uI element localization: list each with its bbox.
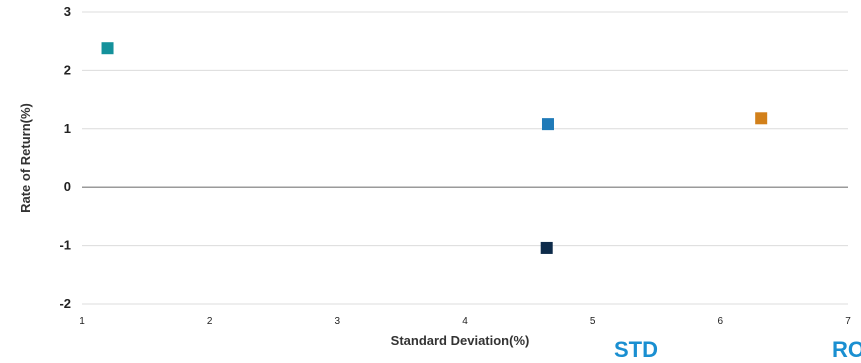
- y-axis-title: Rate of Return(%): [18, 103, 33, 213]
- scatter-point: [541, 118, 554, 131]
- y-tick-label: 3: [64, 4, 71, 19]
- x-tick-label: 7: [845, 316, 851, 327]
- x-tick-label: 6: [718, 316, 724, 327]
- y-tick-label: -2: [59, 296, 71, 311]
- data-points: [101, 42, 768, 254]
- y-tick-label: 1: [64, 121, 71, 136]
- scatter-point: [540, 241, 553, 254]
- x-tick-label: 3: [335, 316, 341, 327]
- y-tick-label: 0: [64, 179, 71, 194]
- x-tick-label: 4: [462, 316, 468, 327]
- scatter-chart: 3 2 1 0 -1 -2 1 2 3 4 5 6 7 Standard Deviation(%) R…: [18, 4, 851, 348]
- y-tick-label: 2: [64, 62, 71, 77]
- y-tick-labels: 3 2 1 0 -1 -2: [59, 4, 71, 311]
- x-tick-label: 1: [79, 316, 85, 327]
- partial-label-right: RO: [832, 337, 861, 362]
- partial-label-left: STD: [614, 337, 658, 362]
- y-tick-label: -1: [59, 238, 71, 253]
- x-tick-labels: 1 2 3 4 5 6 7: [79, 316, 851, 327]
- scatter-point: [101, 42, 114, 55]
- x-tick-label: 5: [590, 316, 596, 327]
- scatter-point: [755, 112, 768, 125]
- x-axis-title: Standard Deviation(%): [391, 333, 530, 348]
- x-tick-label: 2: [207, 316, 213, 327]
- grid-lines: [82, 11, 848, 305]
